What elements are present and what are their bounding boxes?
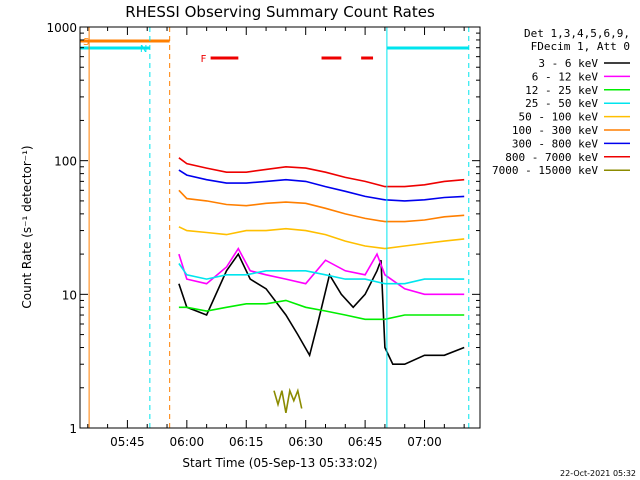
series-line-4 — [178, 226, 465, 250]
legend-label-0: 3 - 6 keV — [538, 57, 598, 70]
y-axis-label: Count Rate (s⁻¹ detector⁻¹) — [20, 145, 34, 308]
y-tick-label: 1 — [69, 422, 77, 436]
legend-header-line: FDecim 1, Att 0 — [531, 40, 630, 53]
series-line-3 — [178, 263, 465, 285]
series-line-5 — [178, 189, 465, 223]
legend: Det 1,3,4,5,6,9,FDecim 1, Att 0 3 - 6 keV… — [492, 27, 630, 177]
series-line-7 — [178, 157, 465, 188]
series-line-6 — [178, 169, 465, 202]
legend-label-8: 7000 - 15000 keV — [492, 164, 598, 177]
y-tick-label: 10 — [62, 288, 77, 302]
legend-header-line: Det 1,3,4,5,6,9, — [524, 27, 630, 40]
series-line-0 — [178, 252, 465, 366]
series-line-1 — [178, 247, 465, 296]
plot-area-frame — [79, 26, 481, 429]
flags-layer: S N F — [80, 37, 469, 65]
legend-label-1: 6 - 12 keV — [532, 70, 599, 83]
chart-title: RHESSI Observing Summary Count Rates — [125, 3, 435, 21]
flag-F-label: F — [201, 54, 207, 65]
x-tick-label: 05:45 — [110, 435, 145, 449]
y-axis: 1 10 100 1000 — [46, 21, 480, 436]
vertical-markers — [88, 27, 470, 428]
series-line-2 — [178, 299, 465, 321]
y-tick-label: 100 — [54, 155, 77, 169]
series-layer — [178, 157, 465, 413]
x-tick-label: 06:45 — [348, 435, 383, 449]
legend-label-5: 100 - 300 keV — [512, 124, 598, 137]
x-axis-label: Start Time (05-Sep-13 05:33:02) — [182, 456, 377, 470]
legend-label-6: 300 - 800 keV — [512, 137, 598, 150]
flag-N-label: N — [140, 44, 147, 55]
series-line-8 — [273, 387, 303, 413]
x-tick-label: 06:15 — [229, 435, 264, 449]
legend-label-7: 800 - 7000 keV — [505, 151, 598, 164]
legend-label-4: 50 - 100 keV — [519, 111, 599, 124]
flag-S-label: S — [83, 37, 89, 48]
legend-label-3: 25 - 50 keV — [525, 97, 598, 110]
x-tick-label: 07:00 — [407, 435, 442, 449]
y-tick-label: 1000 — [46, 21, 77, 35]
legend-label-2: 12 - 25 keV — [525, 84, 598, 97]
footer-date: 22-Oct-2021 05:32 — [560, 469, 636, 478]
x-axis: 05:45 06:00 06:15 06:30 06:45 07:00 — [87, 27, 465, 449]
x-tick-label: 06:30 — [288, 435, 323, 449]
x-tick-label: 06:00 — [170, 435, 205, 449]
